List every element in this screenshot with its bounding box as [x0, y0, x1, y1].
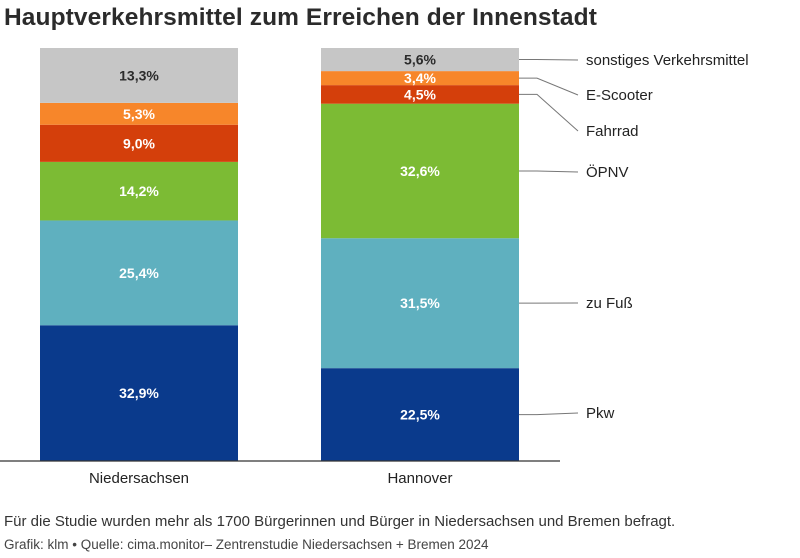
stacked-bar-chart: 32,9% 25,4% 14,2% 9,0% 5,3% 13,3% Niedersachse… [0, 48, 749, 487]
bar-segment-oepnv-niedersachsen [40, 161, 238, 221]
data-label-oepnv-hannover: 32,6% [400, 163, 440, 179]
data-label-sonstiges-verkehrsmittel-niedersachsen: 13,3% [119, 67, 159, 83]
bar-segment-fahrrad-hannover [321, 85, 519, 104]
data-label-pkw-niedersachsen: 32,9% [119, 385, 159, 401]
bar-segment-e-scooter-niedersachsen [40, 102, 238, 125]
bar-segment-sonstiges-verkehrsmittel-niedersachsen [40, 48, 238, 103]
data-label-e-scooter-niedersachsen: 5,3% [123, 106, 155, 122]
legend-connector-fahrrad [519, 93, 579, 132]
data-label-oepnv-niedersachsen: 14,2% [119, 183, 159, 199]
study-note: Für die Studie wurden mehr als 1700 Bürg… [4, 513, 676, 530]
bar-segment-fahrrad-niedersachsen [40, 124, 238, 162]
data-label-sonstiges-verkehrsmittel-hannover: 5,6% [404, 52, 436, 68]
data-label-fahrrad-hannover: 4,5% [404, 86, 436, 102]
legend-label-pkw: Pkw [586, 405, 615, 422]
source-credit: Grafik: klm • Quelle: cima.monitor– Zent… [4, 537, 489, 552]
legend-label-sonstiges-verkehrsmittel: sonstiges Verkehrsmittel [586, 52, 749, 69]
bar-segment-pkw-niedersachsen [40, 325, 238, 461]
data-label-e-scooter-hannover: 3,4% [404, 70, 436, 86]
data-label-zu-fuss-niedersachsen: 25,4% [119, 265, 159, 281]
legend-connector-e-scooter [519, 77, 579, 96]
chart-title: Hauptverkehrsmittel zum Erreichen der In… [4, 4, 597, 31]
bar-segment-sonstiges-verkehrsmittel-hannover [321, 48, 519, 72]
legend-connector-pkw [519, 412, 579, 416]
bar-segment-zu-fuss-hannover [321, 238, 519, 369]
bar-segment-pkw-hannover [321, 368, 519, 461]
bar-segment-e-scooter-hannover [321, 71, 519, 86]
category-label-hannover: Hannover [387, 470, 452, 487]
bar-segment-zu-fuss-niedersachsen [40, 220, 238, 326]
legend-label-e-scooter: E-Scooter [586, 87, 653, 104]
data-label-pkw-hannover: 22,5% [400, 407, 440, 423]
legend-label-oepnv: ÖPNV [586, 163, 629, 181]
legend-label-fahrrad: Fahrrad [586, 123, 639, 140]
legend-label-zu-fuss: zu Fuß [586, 295, 633, 312]
data-label-zu-fuss-hannover: 31,5% [400, 295, 440, 311]
category-label-niedersachsen: Niedersachsen [89, 470, 189, 487]
bar-segment-oepnv-hannover [321, 103, 519, 239]
legend-connector-oepnv [519, 170, 579, 173]
data-label-fahrrad-niedersachsen: 9,0% [123, 135, 155, 151]
